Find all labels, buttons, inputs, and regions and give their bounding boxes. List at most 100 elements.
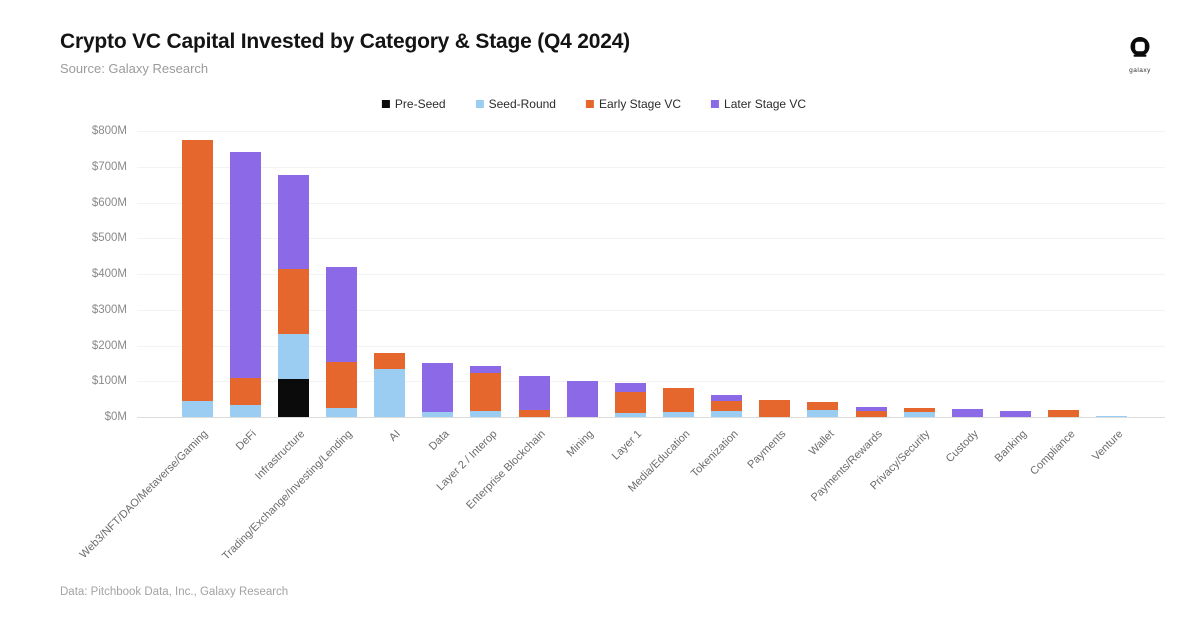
x-axis-label: Venture <box>1090 428 1126 464</box>
x-axis-label: Wallet <box>806 428 837 458</box>
bar-segment <box>181 400 213 417</box>
bar-mining <box>566 381 598 417</box>
bar-slot <box>751 131 799 417</box>
x-axis-label: Tokenization <box>688 428 741 480</box>
bar-slot <box>654 131 702 417</box>
bar-slot <box>703 131 751 417</box>
bar-segment <box>518 375 550 410</box>
bar-segment <box>229 378 261 405</box>
gridline <box>137 345 1165 347</box>
bar-slot <box>414 131 462 417</box>
gridline <box>137 131 1165 132</box>
bar-segment <box>181 139 213 401</box>
bar-tokenization <box>711 394 743 417</box>
bar-segment <box>518 409 550 417</box>
y-tick-label: $200M <box>91 339 127 352</box>
x-axis-label: DeFi <box>233 428 259 453</box>
bar-slot <box>1088 131 1136 417</box>
gridline <box>137 238 1165 240</box>
bar-media-education <box>662 388 694 417</box>
y-tick-label: $300M <box>91 303 127 316</box>
bar-segment <box>711 400 743 411</box>
bar-segment <box>277 334 309 380</box>
y-tick-label: $800M <box>91 125 127 137</box>
bar-segment <box>614 413 646 417</box>
legend-swatch <box>711 100 720 108</box>
source-text: Source: Galaxy Research <box>60 61 209 76</box>
bar-segment <box>903 411 935 417</box>
y-tick-label: $700M <box>91 160 127 173</box>
x-axis-label: Compliance <box>1027 428 1078 478</box>
bar-slot <box>173 131 221 417</box>
x-axis-label: Web3/NFT/DAO/Metaverse/Gaming <box>77 428 211 561</box>
y-tick-label: $0M <box>104 411 127 423</box>
bar-slot <box>317 131 365 417</box>
bar-custody <box>951 409 983 417</box>
galaxy-logo-text: galaxy <box>1129 67 1151 74</box>
x-axis-label: Layer 1 <box>609 428 644 463</box>
bar-slot <box>221 131 269 417</box>
x-axis-label: Banking <box>992 428 1030 465</box>
gridline <box>137 166 1165 168</box>
bar-slot <box>366 131 414 417</box>
bar-privacy-security <box>903 408 935 417</box>
bar-segment <box>374 353 406 370</box>
bar-payments <box>759 399 791 417</box>
legend-label: Pre-Seed <box>394 97 446 111</box>
bar-enterprise-blockchain <box>518 375 550 417</box>
y-tick-label: $600M <box>91 196 127 209</box>
gridline <box>137 381 1165 383</box>
bar-segment <box>566 381 598 417</box>
x-axis-label: Data <box>426 428 452 453</box>
bar-slot <box>269 131 317 417</box>
bar-segment <box>807 402 839 410</box>
x-axis-label: Payments <box>745 428 789 472</box>
y-tick-label: $100M <box>91 375 127 388</box>
bar-segment <box>759 399 791 417</box>
bar-segment <box>470 365 502 374</box>
bar-slot <box>895 131 943 417</box>
bar-layer-2-interop <box>470 365 502 417</box>
bar-banking <box>999 410 1031 417</box>
legend-swatch <box>475 100 484 108</box>
x-axis-label: Custody <box>943 428 981 466</box>
bar-segment <box>470 373 502 411</box>
y-tick-label: $500M <box>91 232 127 245</box>
legend-swatch <box>585 100 594 108</box>
legend-swatch <box>381 100 390 108</box>
x-axis-label: AI <box>387 428 404 444</box>
x-axis-label: Enterprise Blockchain <box>463 428 548 512</box>
gridline <box>137 202 1165 204</box>
bar-segment <box>470 410 502 417</box>
bar-segment <box>614 392 646 414</box>
bar-segment <box>277 175 309 270</box>
legend-item: Early Stage VC <box>585 97 681 111</box>
legend-label: Seed-Round <box>488 97 556 111</box>
page-title: Crypto VC Capital Invested by Category &… <box>60 30 630 53</box>
bar-segment <box>277 379 309 417</box>
bar-segment <box>422 363 454 412</box>
gridline <box>137 274 1165 275</box>
bar-wallet <box>807 402 839 417</box>
bar-web3-nft-dao-metaverse-gaming <box>181 139 213 417</box>
legend-item: Seed-Round <box>475 97 556 111</box>
galaxy-logo: galaxy <box>1120 34 1160 74</box>
chart-legend: Pre-Seed Seed-Round Early Stage VC Later St… <box>381 97 807 111</box>
bar-venture <box>1096 415 1128 417</box>
bar-slot <box>558 131 606 417</box>
data-credit: Data: Pitchbook Data, Inc., Galaxy Resea… <box>60 586 289 598</box>
bar-segment <box>325 267 357 363</box>
y-tick-label: $400M <box>91 268 127 280</box>
bar-segment <box>662 412 694 417</box>
legend-label: Later Stage VC <box>724 97 807 111</box>
bar-segment <box>614 383 646 392</box>
bar-segment <box>903 408 935 412</box>
bar-segment <box>711 394 743 401</box>
bars-container <box>173 131 1136 417</box>
gridline <box>137 309 1165 311</box>
galaxy-logo-icon <box>1127 34 1153 65</box>
legend-item: Pre-Seed <box>381 97 446 111</box>
bar-slot <box>943 131 991 417</box>
bar-segment <box>325 408 357 417</box>
